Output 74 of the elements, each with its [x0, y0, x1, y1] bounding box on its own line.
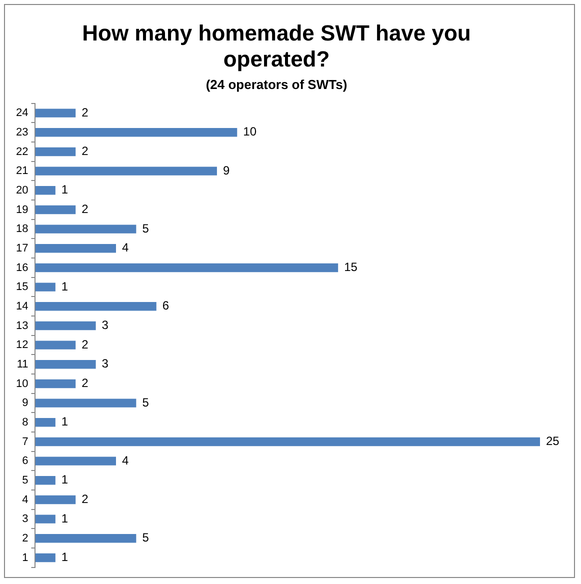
- bar: [35, 437, 540, 446]
- y-tick-label: 15: [16, 281, 28, 294]
- y-tick-label: 22: [16, 146, 28, 158]
- data-label: 4: [122, 240, 129, 255]
- bar: [35, 282, 56, 292]
- data-label: 1: [61, 511, 68, 526]
- bar: [35, 360, 96, 369]
- y-tick-label: 11: [16, 358, 28, 370]
- data-label: 2: [82, 144, 89, 158]
- data-label: 9: [222, 163, 230, 178]
- bar: [35, 456, 116, 466]
- bar: [35, 244, 116, 253]
- bar: [35, 128, 238, 137]
- bar: [35, 302, 156, 311]
- data-label: 2: [82, 337, 89, 352]
- data-label: 4: [122, 453, 129, 468]
- y-tick-label: 21: [16, 165, 28, 178]
- bar: [35, 147, 76, 156]
- y-tick-label: 16: [16, 262, 28, 274]
- y-tick-label: 4: [22, 494, 28, 506]
- bar: [35, 398, 136, 408]
- y-tick-label: 24: [16, 107, 28, 120]
- data-label: 1: [61, 279, 68, 294]
- data-label: 15: [344, 260, 358, 274]
- bar: [35, 205, 76, 214]
- data-label: 2: [82, 202, 89, 216]
- data-label: 2: [82, 376, 89, 390]
- y-tick-label: 20: [16, 184, 28, 196]
- bar: [35, 166, 217, 176]
- bar: [35, 495, 76, 504]
- bar: [35, 321, 96, 330]
- data-label: 1: [61, 550, 68, 564]
- y-tick-label: 9: [22, 397, 28, 410]
- bar: [35, 108, 76, 118]
- chart-subtitle: (24 operators of SWTs): [206, 77, 348, 92]
- bar: [35, 476, 56, 485]
- chart-title: How many homemade SWT have you operated?: [82, 20, 471, 72]
- bar: [35, 553, 56, 562]
- bar: [35, 418, 56, 427]
- y-tick-label: 3: [22, 513, 28, 526]
- y-tick-label: 5: [22, 474, 28, 486]
- data-label: 5: [142, 395, 150, 410]
- y-tick-label: 12: [16, 339, 28, 352]
- y-tick-label: 6: [22, 455, 28, 468]
- data-label: 6: [162, 298, 170, 313]
- bar: [35, 340, 76, 350]
- data-label: 10: [243, 124, 257, 139]
- y-tick-label: 17: [16, 242, 28, 254]
- y-tick-label: 19: [16, 204, 28, 216]
- y-tick-label: 13: [16, 320, 28, 332]
- y-tick-label: 10: [16, 378, 28, 390]
- data-label: 1: [61, 414, 68, 429]
- y-tick-label: 18: [16, 223, 28, 236]
- y-tick-label: 14: [16, 300, 28, 312]
- data-label: 25: [546, 434, 560, 448]
- bar: [35, 186, 56, 195]
- bar: [35, 534, 136, 543]
- bar: [35, 379, 76, 388]
- data-label: 3: [102, 318, 109, 332]
- data-label: 1: [61, 182, 68, 197]
- bar: [35, 514, 56, 524]
- bar: [35, 224, 136, 234]
- data-label: 1: [61, 472, 68, 487]
- data-label: 2: [82, 492, 89, 506]
- data-label: 3: [102, 356, 109, 371]
- data-label: 5: [142, 530, 150, 545]
- y-tick-label: 8: [22, 416, 28, 428]
- y-tick-label: 7: [22, 436, 28, 448]
- bar: [35, 263, 338, 272]
- y-tick-label: 1: [22, 552, 28, 564]
- data-label: 2: [82, 105, 89, 120]
- y-tick-label: 23: [16, 126, 28, 138]
- data-label: 5: [142, 221, 150, 236]
- y-tick-label: 2: [22, 532, 28, 544]
